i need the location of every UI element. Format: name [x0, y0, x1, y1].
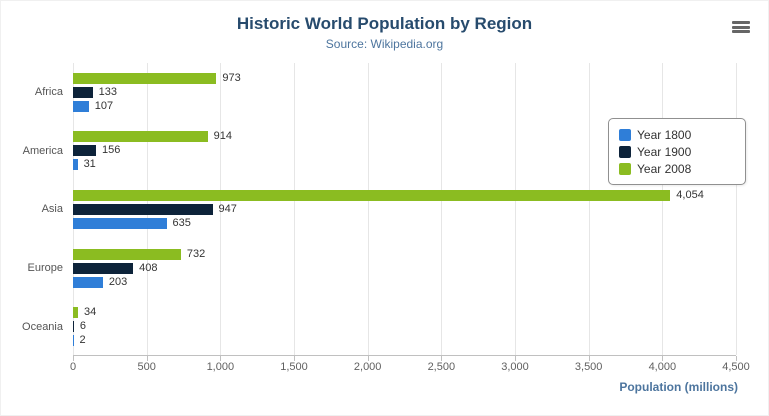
bar-value-label: 156 — [101, 144, 121, 157]
category-row: Africa 973 133 107 — [35, 63, 736, 122]
axis-tick — [515, 356, 516, 361]
bar-year-1800-africa[interactable] — [73, 100, 89, 112]
x-axis-title: Population (millions) — [619, 380, 738, 394]
bar-year-1900-america[interactable] — [73, 145, 96, 157]
bar-value-label: 107 — [94, 99, 114, 112]
bar-value-label: 34 — [84, 306, 97, 319]
bar-year-2008-asia[interactable] — [73, 189, 671, 201]
category-row: America 914 156 31 — [23, 122, 736, 181]
x-tick-label: 0 — [69, 361, 77, 373]
x-tick-label: 3,000 — [501, 361, 529, 373]
gridline — [515, 63, 516, 355]
legend: Year 1800 Year 1900 Year 2008 — [608, 118, 746, 185]
bar-year-1800-oceania[interactable] — [73, 335, 74, 347]
legend-item-year-1800[interactable]: Year 1800 — [619, 126, 735, 143]
bar-value-label: 4,054 — [676, 188, 704, 201]
legend-swatch-icon — [619, 162, 631, 175]
chart-title: Historic World Population by Region — [236, 14, 533, 33]
bar-value-label: 6 — [79, 320, 86, 333]
axis-tick — [146, 356, 148, 361]
bar-year-2008-africa[interactable] — [73, 72, 217, 84]
bar-value-label: 732 — [186, 247, 206, 260]
bar-value-label: 914 — [213, 130, 233, 143]
axis-tick — [73, 356, 74, 361]
legend-item-label: Year 2008 — [637, 161, 692, 176]
bar-value-label: 2 — [79, 334, 86, 347]
gridline — [294, 63, 295, 355]
bar-value-label: 133 — [98, 85, 117, 98]
x-tick-label: 1,000 — [206, 361, 235, 373]
axis-tick — [220, 356, 222, 361]
category-label: Asia — [41, 203, 63, 216]
bar-year-1900-africa[interactable] — [73, 86, 93, 98]
bar-value-label: 947 — [218, 202, 237, 215]
bar-year-1900-europe[interactable] — [73, 262, 134, 274]
chart-subtitle: Source: Wikipedia.org — [325, 37, 444, 51]
axis-tick — [662, 356, 664, 361]
x-tick-label: 4,500 — [722, 361, 750, 373]
gridline — [588, 63, 590, 355]
legend-swatch-icon — [619, 145, 631, 158]
x-tick-label: 1,500 — [280, 361, 308, 373]
gridline — [736, 63, 737, 355]
legend-item-year-1900[interactable]: Year 1900 — [619, 143, 735, 160]
bar-value-label: 31 — [83, 158, 96, 171]
category-row: Asia 4,054 947 635 — [42, 180, 736, 239]
category-row: Oceania 34 6 2 — [22, 297, 736, 356]
hamburger-menu-icon[interactable] — [732, 20, 750, 34]
bar-value-label: 973 — [222, 71, 241, 84]
bar-value-label: 203 — [108, 275, 128, 288]
legend-item-label: Year 1900 — [637, 144, 692, 159]
category-label: Europe — [27, 262, 63, 275]
axis-tick — [736, 356, 737, 361]
axis-tick — [367, 356, 369, 361]
x-tick-label: 3,500 — [574, 361, 603, 373]
axis-tick — [588, 356, 590, 361]
bar-year-2008-america[interactable] — [73, 131, 208, 143]
legend-item-label: Year 1800 — [637, 127, 692, 142]
legend-item-year-2008[interactable]: Year 2008 — [619, 160, 735, 177]
bar-value-label: 635 — [172, 216, 191, 229]
category-label: Oceania — [22, 320, 63, 333]
bar-year-1800-asia[interactable] — [73, 217, 167, 229]
legend-swatch-icon — [619, 128, 631, 141]
bar-year-1800-america[interactable] — [73, 159, 78, 171]
bar-year-1900-asia[interactable] — [73, 203, 213, 215]
x-tick-label: 2,500 — [427, 361, 456, 373]
axis-tick — [441, 356, 443, 361]
x-tick-label: 4,000 — [648, 361, 677, 373]
gridline — [220, 63, 222, 355]
plot-area: Africa 973 133 107 America 914 156 31 Asia 4,054 9… — [22, 63, 737, 361]
bar-year-1800-europe[interactable] — [73, 276, 103, 288]
bar-year-2008-oceania[interactable] — [73, 307, 78, 319]
gridline — [441, 63, 443, 355]
category-label: Africa — [34, 86, 63, 99]
x-tick-label: 2,000 — [353, 361, 382, 373]
gridline — [367, 63, 369, 355]
gridline — [662, 63, 664, 355]
bar-year-2008-europe[interactable] — [73, 248, 181, 260]
bar-value-label: 408 — [139, 261, 158, 274]
category-label: America — [22, 144, 63, 157]
x-tick-label: 500 — [137, 361, 156, 373]
bar-year-1900-oceania[interactable] — [73, 321, 74, 333]
category-row: Europe 732 408 203 — [28, 239, 736, 298]
axis-tick — [294, 356, 295, 361]
